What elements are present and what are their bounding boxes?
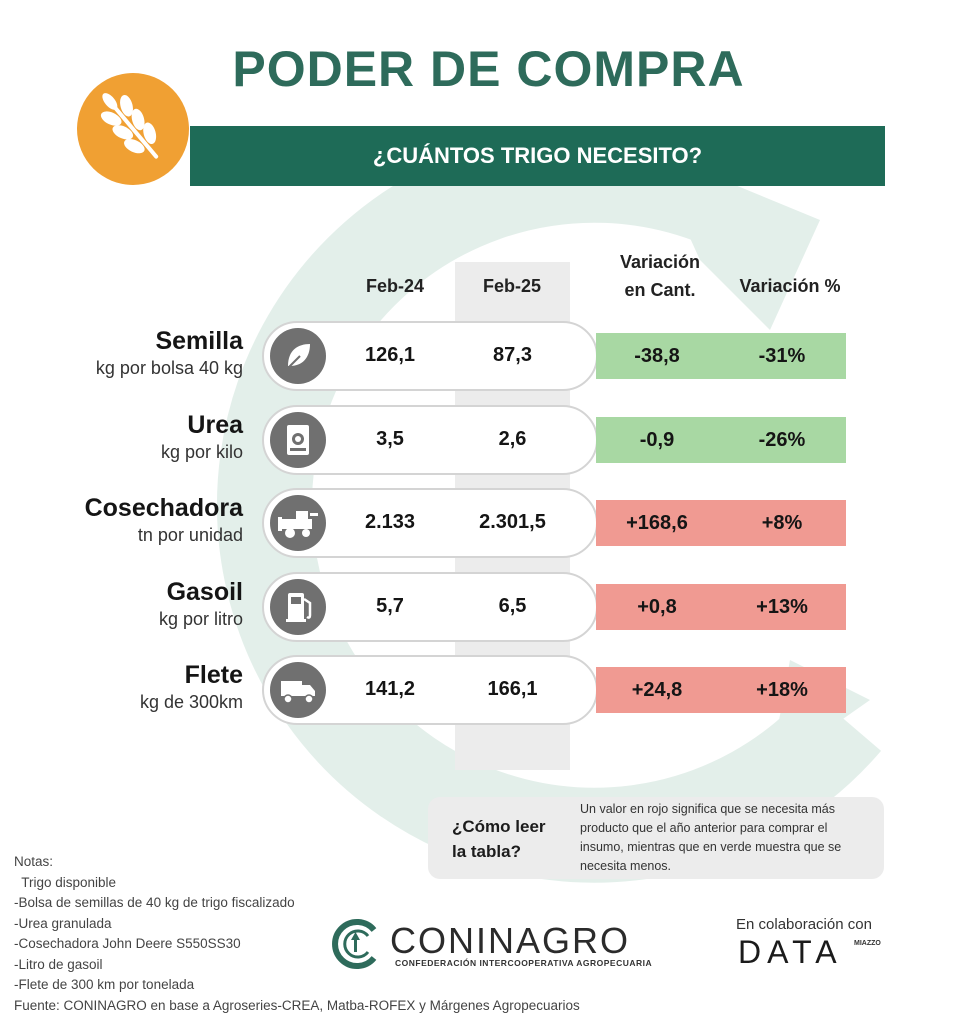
data-miazzo-sub: MIAZZO — [854, 940, 881, 947]
variation-box-green: -38,8 -31% — [596, 333, 846, 379]
header-variacion-cant-line1: Variación — [619, 252, 701, 272]
header-variacion-cant-line2: en Cant. — [624, 280, 696, 300]
variation-box-red: +168,6 +8% — [596, 500, 846, 546]
row-name: Semilla — [155, 327, 243, 355]
header-feb25: Feb-25 — [482, 276, 542, 296]
notes-section: Notas: Trigo disponible -Bolsa de semill… — [14, 852, 654, 1016]
note-line: -Cosechadora John Deere S550SS30 — [14, 936, 241, 951]
value-feb24: 141,2 — [364, 678, 416, 700]
value-feb25: 2,6 — [498, 427, 527, 450]
value-feb25: 6,5 — [498, 594, 527, 617]
header-variacion-pct: Variación % — [739, 276, 841, 296]
variation-box-green: -0,9 -26% — [596, 416, 846, 463]
row-label: Urea kg por kilo — [40, 411, 243, 463]
howto-answer-line: insumo, mientras que en verde muestra qu… — [580, 840, 842, 854]
variation-cant: +0,8 — [637, 595, 677, 618]
row-unit: tn por unidad — [137, 525, 243, 545]
page-title: PODER DE COMPRA — [232, 41, 745, 97]
note-line: Trigo disponible — [14, 874, 117, 890]
howto-answer-line: producto que el año anterior para compra… — [580, 821, 828, 835]
howto-question-line2: la tabla? — [452, 842, 521, 861]
header-variacion-cant: Variación en Cant. — [600, 248, 720, 304]
note-line: -Litro de gasoil — [14, 956, 103, 972]
collab-label: En colaboración con — [736, 916, 872, 933]
table-row-gasoil — [262, 571, 598, 642]
row-unit: kg por kilo — [160, 441, 243, 462]
howto-box — [428, 797, 884, 879]
variation-pct: +8% — [761, 512, 803, 534]
row-label: Flete kg de 300km — [40, 661, 243, 713]
row-name: Flete — [184, 661, 243, 689]
howto-answer-line: necesita menos. — [580, 859, 672, 873]
howto-answer: Un valor en rojo significa que se necesi… — [580, 800, 875, 876]
row-name: Cosechadora — [84, 494, 243, 522]
row-name: Urea — [187, 410, 243, 439]
source-line: Fuente: CONINAGRO en base a Agroseries-C… — [14, 997, 580, 1013]
fuel-pump-icon — [270, 578, 326, 635]
wheat-icon — [100, 93, 159, 159]
variation-cant: +24,8 — [631, 679, 683, 701]
truck-icon — [270, 662, 326, 718]
subtitle-text: ¿CUÁNTOS TRIGO NECESITO? — [372, 143, 703, 168]
variation-pct: -31% — [758, 345, 806, 367]
fertilizer-bag-icon — [270, 411, 326, 468]
coninagro-logo-icon — [332, 919, 377, 969]
variation-box-red: +0,8 +13% — [596, 583, 846, 630]
coninagro-wordmark: CONINAGRO — [390, 920, 631, 961]
variation-pct: -26% — [758, 428, 806, 451]
header-feb24: Feb-24 — [365, 276, 425, 296]
harvester-icon — [270, 495, 326, 551]
note-line: -Flete de 300 km por tonelada — [14, 977, 195, 992]
value-feb24: 3,5 — [376, 427, 404, 450]
variation-cant: -0,9 — [639, 428, 675, 451]
row-label: Gasoil kg por litro — [40, 578, 243, 630]
data-miazzo-logo: DATA — [738, 934, 843, 970]
notes-heading: Notas: — [14, 854, 54, 869]
row-unit: kg por litro — [158, 608, 243, 629]
leaf-icon — [270, 328, 326, 384]
subtitle-banner — [190, 126, 885, 186]
wheat-badge — [77, 73, 189, 185]
row-unit: kg de 300km — [139, 692, 243, 712]
row-label: Cosechadora tn por unidad — [40, 494, 243, 546]
coninagro-tagline: CONFEDERACIÓN INTERCOOPERATIVA AGROPECUA… — [395, 958, 653, 968]
value-feb24: 2.133 — [364, 511, 416, 533]
howto-question-line1: ¿Cómo leer — [452, 817, 546, 836]
note-line: -Urea granulada — [14, 915, 112, 931]
row-unit: kg por bolsa 40 kg — [95, 358, 243, 378]
variation-cant: +168,6 — [626, 512, 688, 534]
value-feb25: 87,3 — [493, 344, 532, 366]
value-feb25: 2.301,5 — [479, 511, 546, 533]
variation-pct: +13% — [756, 595, 808, 618]
variation-cant: -38,8 — [634, 345, 680, 367]
value-feb24: 126,1 — [364, 344, 416, 366]
variation-box-red: +24,8 +18% — [596, 667, 846, 713]
value-feb25: 166,1 — [487, 678, 538, 700]
row-name: Gasoil — [166, 577, 243, 606]
variation-pct: +18% — [756, 679, 808, 701]
value-feb24: 5,7 — [376, 594, 404, 617]
note-line: -Bolsa de semillas de 40 kg de trigo fis… — [14, 895, 295, 910]
row-label: Semilla kg por bolsa 40 kg — [40, 327, 243, 379]
howto-question: ¿Cómo leer la tabla? — [452, 814, 562, 864]
howto-answer-line: Un valor en rojo significa que se necesi… — [580, 802, 835, 816]
